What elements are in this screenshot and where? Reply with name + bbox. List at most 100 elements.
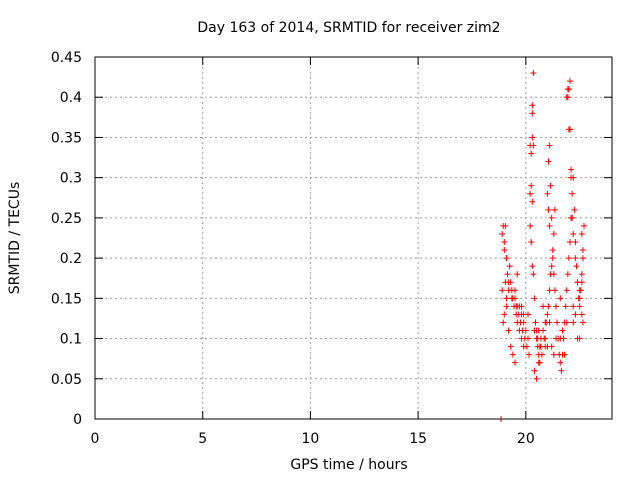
data-point — [550, 271, 557, 278]
data-point — [565, 126, 572, 133]
data-point — [530, 70, 537, 77]
data-point — [507, 343, 514, 350]
data-point — [569, 214, 576, 221]
data-point — [503, 255, 510, 262]
data-point — [563, 287, 570, 294]
data-point — [557, 295, 564, 302]
data-point — [540, 303, 547, 310]
plot-frame — [94, 56, 613, 420]
data-point — [544, 343, 551, 350]
data-point — [517, 319, 524, 326]
data-point — [531, 367, 538, 374]
data-point — [565, 86, 572, 93]
data-point — [528, 239, 535, 246]
data-point — [526, 351, 533, 358]
data-point — [557, 335, 564, 342]
x-tick-label: 15 — [409, 431, 427, 447]
data-point — [546, 287, 553, 294]
data-point — [579, 255, 586, 262]
data-point — [527, 142, 534, 149]
data-point — [529, 102, 536, 109]
data-point — [550, 230, 557, 237]
data-point — [579, 247, 586, 254]
data-point — [550, 351, 557, 358]
data-point — [570, 303, 577, 310]
data-point — [532, 319, 539, 326]
data-point — [531, 295, 538, 302]
y-axis-label: SRMTID / TECUs — [7, 182, 23, 295]
data-point — [544, 190, 551, 197]
data-point — [568, 166, 575, 173]
data-point — [501, 311, 508, 318]
data-point — [565, 255, 572, 262]
data-point — [559, 327, 566, 334]
data-point — [538, 351, 545, 358]
data-point — [572, 255, 579, 262]
data-point — [576, 303, 583, 310]
data-point — [572, 311, 579, 318]
data-point — [564, 271, 571, 278]
data-point — [549, 255, 556, 262]
data-point — [566, 239, 573, 246]
data-point — [527, 190, 534, 197]
data-point — [518, 303, 525, 310]
data-point — [501, 239, 508, 246]
data-point — [547, 182, 554, 189]
y-tick-label: 0.05 — [51, 372, 82, 388]
data-point — [549, 247, 556, 254]
data-point — [562, 303, 569, 310]
data-point — [505, 279, 512, 286]
data-point — [557, 359, 564, 366]
data-point — [578, 230, 585, 237]
data-point — [566, 78, 573, 85]
y-tick-label: 0.2 — [60, 251, 82, 267]
data-point — [524, 311, 531, 318]
data-point — [544, 311, 551, 318]
data-point — [509, 295, 516, 302]
data-point — [514, 271, 521, 278]
data-point — [503, 295, 510, 302]
data-point — [563, 319, 570, 326]
data-point — [551, 206, 558, 213]
data-point — [531, 327, 538, 334]
y-tick-label: 0.45 — [51, 50, 82, 66]
data-point — [569, 190, 576, 197]
data-point — [528, 182, 535, 189]
data-point — [537, 335, 544, 342]
grid-lines — [95, 57, 612, 419]
data-point — [533, 375, 540, 382]
data-point — [548, 214, 555, 221]
data-point — [499, 230, 506, 237]
data-point — [570, 230, 577, 237]
data-point — [576, 335, 583, 342]
data-point — [572, 239, 579, 246]
data-point — [564, 94, 571, 101]
y-tick-label: 0.25 — [51, 211, 82, 227]
y-tick-label: 0.35 — [51, 130, 82, 146]
data-point — [578, 279, 585, 286]
data-point — [523, 343, 530, 350]
data-point — [527, 222, 534, 229]
y-tick-label: 0.1 — [60, 332, 82, 348]
data-point — [545, 206, 552, 213]
data-point — [529, 110, 536, 117]
data-point — [509, 351, 516, 358]
x-tick-label: 20 — [517, 431, 535, 447]
data-point — [501, 247, 508, 254]
x-tick-label: 10 — [302, 431, 320, 447]
y-tick-label: 0.15 — [51, 291, 82, 307]
data-point — [579, 319, 586, 326]
data-point — [528, 150, 535, 157]
data-point — [570, 319, 577, 326]
data-points — [498, 70, 587, 422]
data-point — [506, 263, 513, 270]
data-point — [568, 174, 575, 181]
data-point — [519, 327, 526, 334]
chart-title: Day 163 of 2014, SRMTID for receiver zim… — [197, 20, 500, 36]
data-point — [578, 271, 585, 278]
data-point — [535, 359, 542, 366]
data-point — [512, 287, 519, 294]
data-point — [571, 206, 578, 213]
data-point — [545, 303, 552, 310]
